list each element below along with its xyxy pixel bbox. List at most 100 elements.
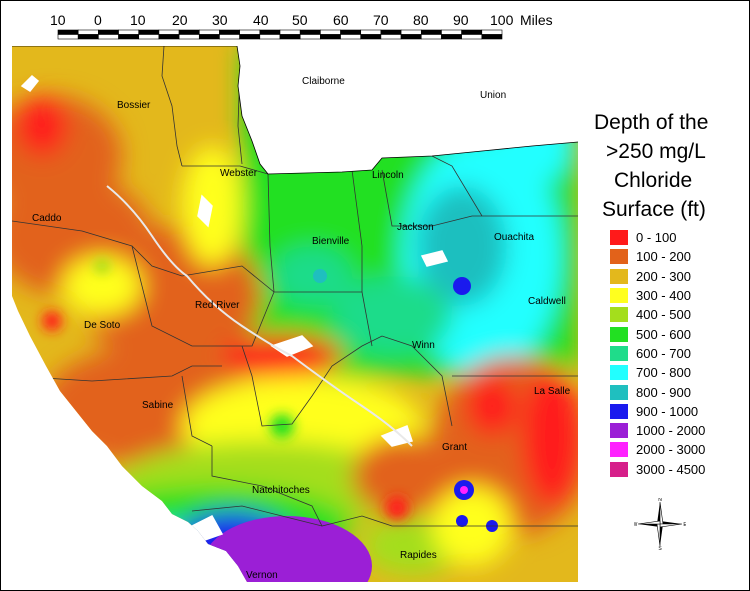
scale-segment: [441, 34, 462, 40]
parish-label-red-river: Red River: [195, 300, 240, 311]
scale-tick-label: 60: [333, 12, 349, 28]
scale-segment: [77, 29, 99, 35]
parish-label-webster: Webster: [220, 168, 258, 179]
scale-segment: [481, 34, 503, 40]
parish-label-grant: Grant: [442, 442, 467, 453]
scale-segment: [239, 34, 261, 40]
compass-w: W: [634, 522, 638, 528]
legend-swatch: [610, 423, 628, 439]
scale-tick-label: 30: [212, 12, 228, 28]
parish-label-lincoln: Lincoln: [372, 170, 404, 181]
scale-segment: [138, 34, 160, 40]
scale-segment: [279, 29, 301, 35]
scale-segment: [380, 29, 402, 35]
scale-segment: [461, 29, 483, 35]
scale-segment: [198, 34, 220, 40]
scale-tick-label: 20: [172, 12, 188, 28]
legend-swatch: [610, 230, 628, 246]
scale-segment: [219, 34, 240, 40]
scale-segment: [420, 34, 442, 40]
scale-tick-label: 90: [453, 12, 469, 28]
scale-segment: [441, 29, 462, 35]
legend-item: 900 - 1000: [610, 402, 740, 421]
chloride-depth-map: Bossier Claiborne Union Webster Lincoln Caddo…: [12, 46, 578, 582]
scale-segment: [158, 34, 180, 40]
scale-segment: [57, 34, 79, 40]
scale-segment: [461, 34, 483, 40]
parish-label-rapides: Rapides: [400, 550, 437, 561]
legend-item: 200 - 300: [610, 267, 740, 286]
legend-item: 2000 - 3000: [610, 440, 740, 459]
scale-segment: [259, 34, 281, 40]
compass-n: N: [658, 498, 662, 503]
scale-segment: [178, 29, 200, 35]
scale-segment: [320, 34, 341, 40]
legend-title-line: Chloride: [614, 169, 693, 192]
scale-segment: [299, 34, 321, 40]
scale-segment: [340, 34, 362, 40]
legend: 0 - 100 100 - 200 200 - 300 300 - 400 400 - …: [610, 228, 740, 479]
parish-label-bienville: Bienville: [312, 236, 350, 247]
parish-label-vernon: Vernon: [246, 570, 278, 581]
scale-segment: [360, 34, 382, 40]
legend-swatch: [610, 249, 628, 265]
scale-segment: [279, 34, 301, 40]
scale-segment: [299, 29, 321, 35]
parish-label-de-soto: De Soto: [84, 320, 121, 331]
scale-bar: [57, 29, 503, 40]
legend-label: 1000 - 2000: [636, 423, 706, 439]
scale-tick-label: 0: [94, 12, 102, 28]
legend-title-line: >250 mg/L: [606, 140, 706, 163]
legend-label: 100 - 200: [636, 249, 691, 265]
parish-label-natchitoches: Natchitoches: [252, 485, 310, 496]
scale-segment: [320, 29, 341, 35]
scale-segment: [239, 29, 261, 35]
scale-segment: [98, 34, 119, 40]
legend-item: 700 - 800: [610, 363, 740, 382]
legend-swatch: [610, 268, 628, 284]
scale-segment: [481, 29, 503, 35]
scale-segment: [158, 29, 180, 35]
legend-item: 0 - 100: [610, 228, 740, 247]
compass-e: E: [683, 522, 686, 528]
north-arrow-compass-icon: N S E W: [634, 498, 686, 550]
legend-label: 800 - 900: [636, 384, 691, 400]
scale-segment: [360, 29, 382, 35]
scale-tick-label: 40: [253, 12, 269, 28]
legend-label: 200 - 300: [636, 268, 691, 284]
parish-label-bossier: Bossier: [117, 100, 151, 111]
legend-item: 500 - 600: [610, 324, 740, 343]
scale-segment: [178, 34, 200, 40]
scale-tick-label: 10: [130, 12, 146, 28]
scale-segment: [198, 29, 220, 35]
scale-segment: [219, 29, 240, 35]
legend-label: 2000 - 3000: [636, 442, 706, 458]
scale-segment: [118, 34, 140, 40]
parish-label-winn: Winn: [412, 340, 435, 351]
legend-item: 400 - 500: [610, 305, 740, 324]
scale-tick-label: 10: [50, 12, 66, 28]
parish-label-caddo: Caddo: [32, 213, 62, 224]
scale-segment: [98, 29, 119, 35]
compass-s: S: [658, 546, 662, 550]
scale-segment: [259, 29, 281, 35]
parish-label-sabine: Sabine: [142, 400, 174, 411]
scale-unit-label: Miles: [520, 12, 553, 28]
scale-segment: [380, 34, 402, 40]
parish-label-ouachita: Ouachita: [494, 232, 534, 243]
legend-item: 3000 - 4500: [610, 460, 740, 479]
parish-label-caldwell: Caldwell: [528, 296, 566, 307]
parish-label-la-salle: La Salle: [534, 386, 571, 397]
legend-swatch: [610, 461, 628, 477]
legend-title-line: Depth of the: [594, 111, 709, 134]
scale-segment: [340, 29, 362, 35]
legend-swatch: [610, 365, 628, 381]
legend-label: 700 - 800: [636, 365, 691, 381]
legend-swatch: [610, 345, 628, 361]
parish-label-union: Union: [480, 90, 506, 101]
legend-label: 0 - 100: [636, 230, 677, 246]
legend-label: 400 - 500: [636, 307, 691, 323]
legend-swatch: [610, 403, 628, 419]
legend-title-line: Surface (ft): [602, 198, 706, 221]
legend-item: 300 - 400: [610, 286, 740, 305]
